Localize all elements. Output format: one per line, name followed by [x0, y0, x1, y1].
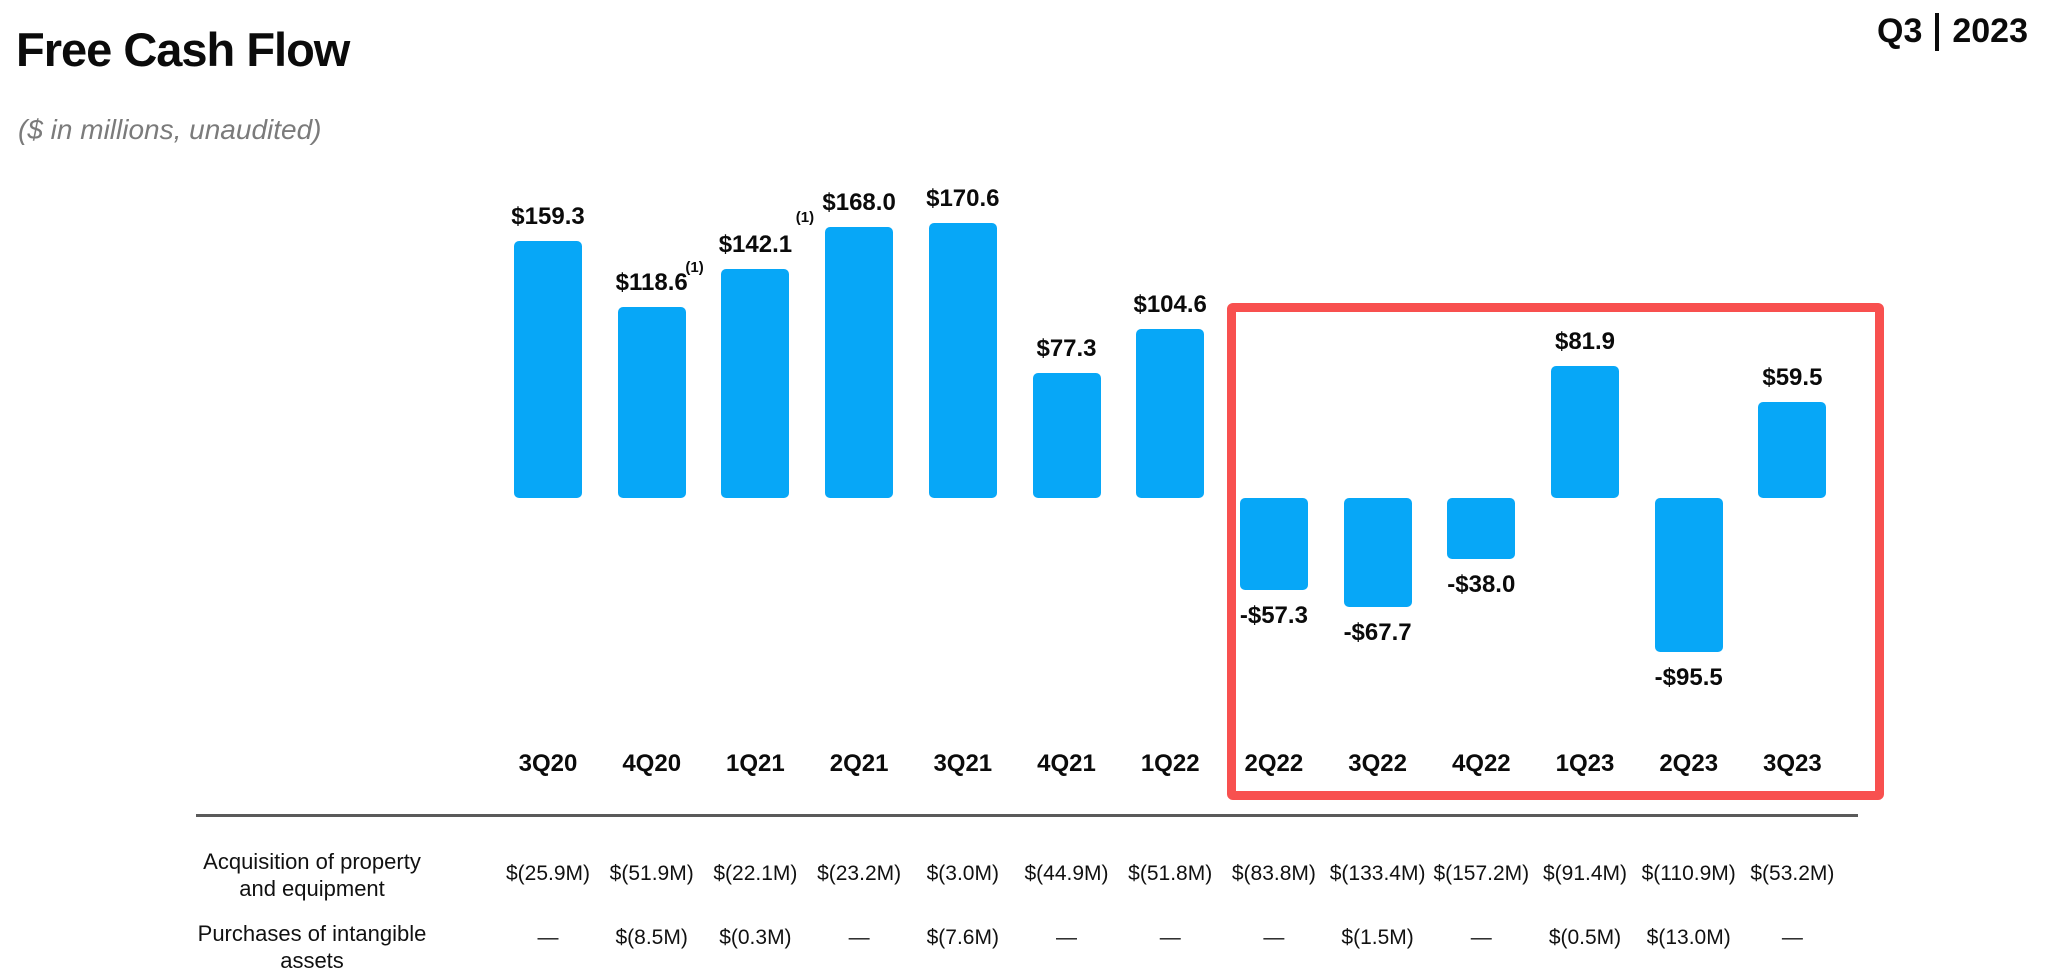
- bar-1q22: [1136, 329, 1205, 498]
- x-axis-label-4q21: 4Q21: [1037, 750, 1096, 777]
- bar-3q20: [514, 241, 582, 498]
- table-cell-r1-2q21: —: [848, 926, 870, 949]
- bar-3q22: [1343, 498, 1412, 608]
- table-cell-r0-1q22: $(51.8M): [1128, 862, 1213, 885]
- table-row-label-0: Acquisition of property and equipment: [203, 849, 421, 901]
- table-cell-r0-2q22: $(83.8M): [1231, 862, 1316, 885]
- period-quarter: Q3: [1877, 12, 1923, 50]
- bar-value-label-4q21: $77.3: [1036, 335, 1097, 363]
- bar-value-label-3q21: $170.6: [926, 184, 1000, 212]
- table-cell-r1-1q22: —: [1159, 926, 1181, 949]
- x-axis-label-3q20: 3Q20: [518, 750, 578, 777]
- table-cell-r0-3q22: $(133.4M): [1329, 862, 1426, 885]
- bar-value-label-4q22: -$38.0: [1447, 571, 1516, 599]
- bar-3q21: [928, 222, 997, 498]
- bar-value-label-1q21: $142.1 (1): [718, 208, 815, 258]
- table-cell-r1-2q23: $(13.0M): [1646, 926, 1731, 949]
- table-row-label-1: Purchases of intangible assets: [197, 921, 427, 973]
- period-badge: Q3 2023: [1877, 12, 2028, 51]
- bar-2q22: [1239, 498, 1308, 591]
- table-cell-r1-1q21: $(0.3M): [719, 926, 792, 949]
- table-cell-r1-4q21: —: [1056, 926, 1077, 949]
- x-axis-label-3q21: 3Q21: [933, 750, 993, 777]
- table-cell-r1-3q23: —: [1781, 926, 1803, 949]
- table-divider-line: [196, 814, 1858, 817]
- table-cell-r1-4q20: $(8.5M): [615, 926, 688, 949]
- bar-value-label-2q21: $168.0: [822, 189, 896, 217]
- x-axis-label-2q21: 2Q21: [829, 750, 889, 777]
- bar-4q20: [617, 306, 686, 498]
- table-cell-r1-1q23: $(0.5M): [1548, 926, 1622, 949]
- x-axis-label-1q21: 1Q21: [726, 750, 785, 777]
- footnote-marker-1q21: (1): [795, 208, 815, 226]
- bar-2q23: [1654, 498, 1723, 653]
- table-cell-r1-4q22: —: [1470, 926, 1492, 949]
- bar-value-label-3q22: -$67.7: [1343, 619, 1412, 647]
- table-cell-r1-3q22: $(1.5M): [1341, 926, 1414, 949]
- table-cell-r0-1q23: $(91.4M): [1542, 862, 1628, 885]
- x-axis-label-3q22: 3Q22: [1348, 750, 1407, 777]
- bar-2q21: [825, 227, 894, 498]
- table-cell-r0-3q21: $(3.0M): [926, 862, 999, 885]
- period-year: 2023: [1952, 12, 2028, 50]
- table-cell-r0-4q22: $(157.2M): [1433, 862, 1530, 885]
- x-axis-label-3q23: 3Q23: [1763, 750, 1822, 777]
- table-cell-r1-3q20: —: [537, 926, 559, 949]
- bar-value-label-3q20: $159.3: [511, 203, 585, 231]
- x-axis-label-2q23: 2Q23: [1659, 750, 1719, 777]
- bar-1q21: [721, 268, 790, 498]
- bar-value-label-4q20: $118.6 (1): [615, 258, 704, 296]
- table-cell-r0-2q21: $(23.2M): [817, 862, 902, 885]
- table-cell-r0-3q23: $(53.2M): [1750, 862, 1835, 885]
- bar-4q22: [1447, 498, 1516, 560]
- page-title: Free Cash Flow: [16, 23, 350, 76]
- bar-4q21: [1032, 373, 1101, 498]
- footnote-marker-4q20: (1): [685, 258, 704, 276]
- table-cell-r0-3q20: $(25.9M): [505, 862, 591, 885]
- x-axis-label-4q22: 4Q22: [1451, 750, 1511, 777]
- x-axis-label-4q20: 4Q20: [622, 750, 682, 777]
- bar-value-label-1q23: $81.9: [1554, 327, 1616, 355]
- bar-1q23: [1551, 365, 1619, 498]
- table-cell-r0-2q23: $(110.9M): [1641, 862, 1736, 885]
- table-cell-r0-4q21: $(44.9M): [1024, 862, 1109, 885]
- bar-value-label-3q23: $59.5: [1762, 364, 1823, 392]
- x-axis-label-1q22: 1Q22: [1140, 750, 1200, 777]
- x-axis-label-1q23: 1Q23: [1555, 750, 1615, 777]
- table-cell-r1-3q21: $(7.6M): [926, 926, 999, 949]
- bar-value-label-2q22: -$57.3: [1239, 602, 1308, 630]
- x-axis-label-2q22: 2Q22: [1244, 750, 1304, 777]
- table-cell-r0-1q21: $(22.1M): [713, 862, 798, 885]
- period-divider-bar: [1935, 12, 1940, 51]
- bar-value-label-2q23: -$95.5: [1654, 664, 1723, 692]
- table-cell-r0-4q20: $(51.9M): [609, 862, 694, 885]
- page-subtitle: ($ in millions, unaudited): [18, 114, 322, 145]
- bar-value-label-1q22: $104.6: [1133, 291, 1207, 319]
- bar-3q23: [1758, 402, 1827, 498]
- table-cell-r1-2q22: —: [1263, 926, 1285, 949]
